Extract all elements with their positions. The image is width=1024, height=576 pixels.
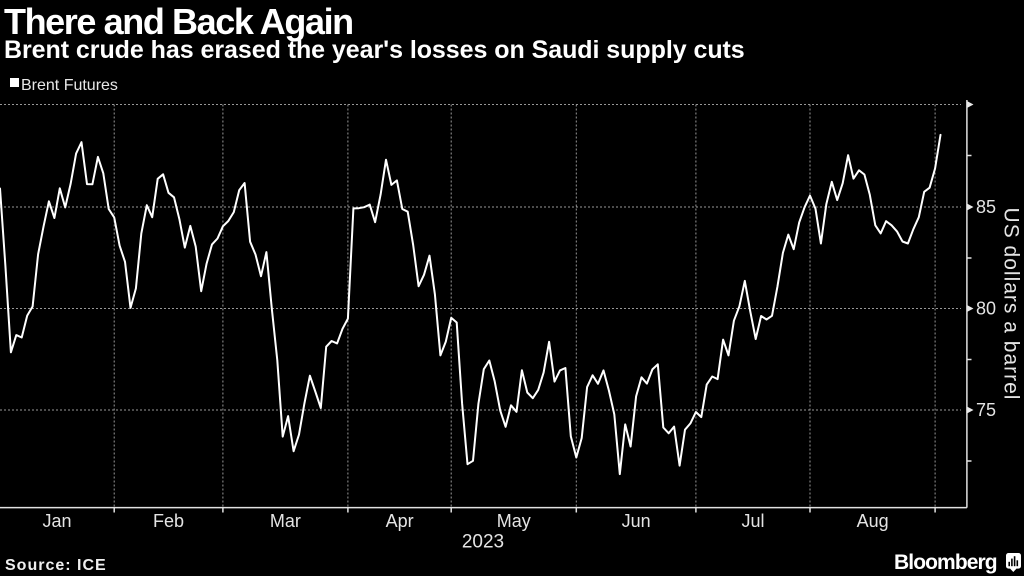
svg-text:Jul: Jul [741,511,764,531]
svg-text:80: 80 [976,299,996,319]
svg-text:Apr: Apr [386,511,414,531]
svg-text:Jun: Jun [622,511,651,531]
svg-text:85: 85 [976,197,996,217]
svg-text:Aug: Aug [857,511,889,531]
svg-text:US dollars a barrel: US dollars a barrel [1000,208,1023,401]
svg-text:75: 75 [976,400,996,420]
svg-text:Feb: Feb [153,511,184,531]
svg-text:2023: 2023 [462,532,504,553]
svg-text:Jan: Jan [42,511,71,531]
svg-text:May: May [497,511,531,531]
svg-text:Mar: Mar [270,511,301,531]
